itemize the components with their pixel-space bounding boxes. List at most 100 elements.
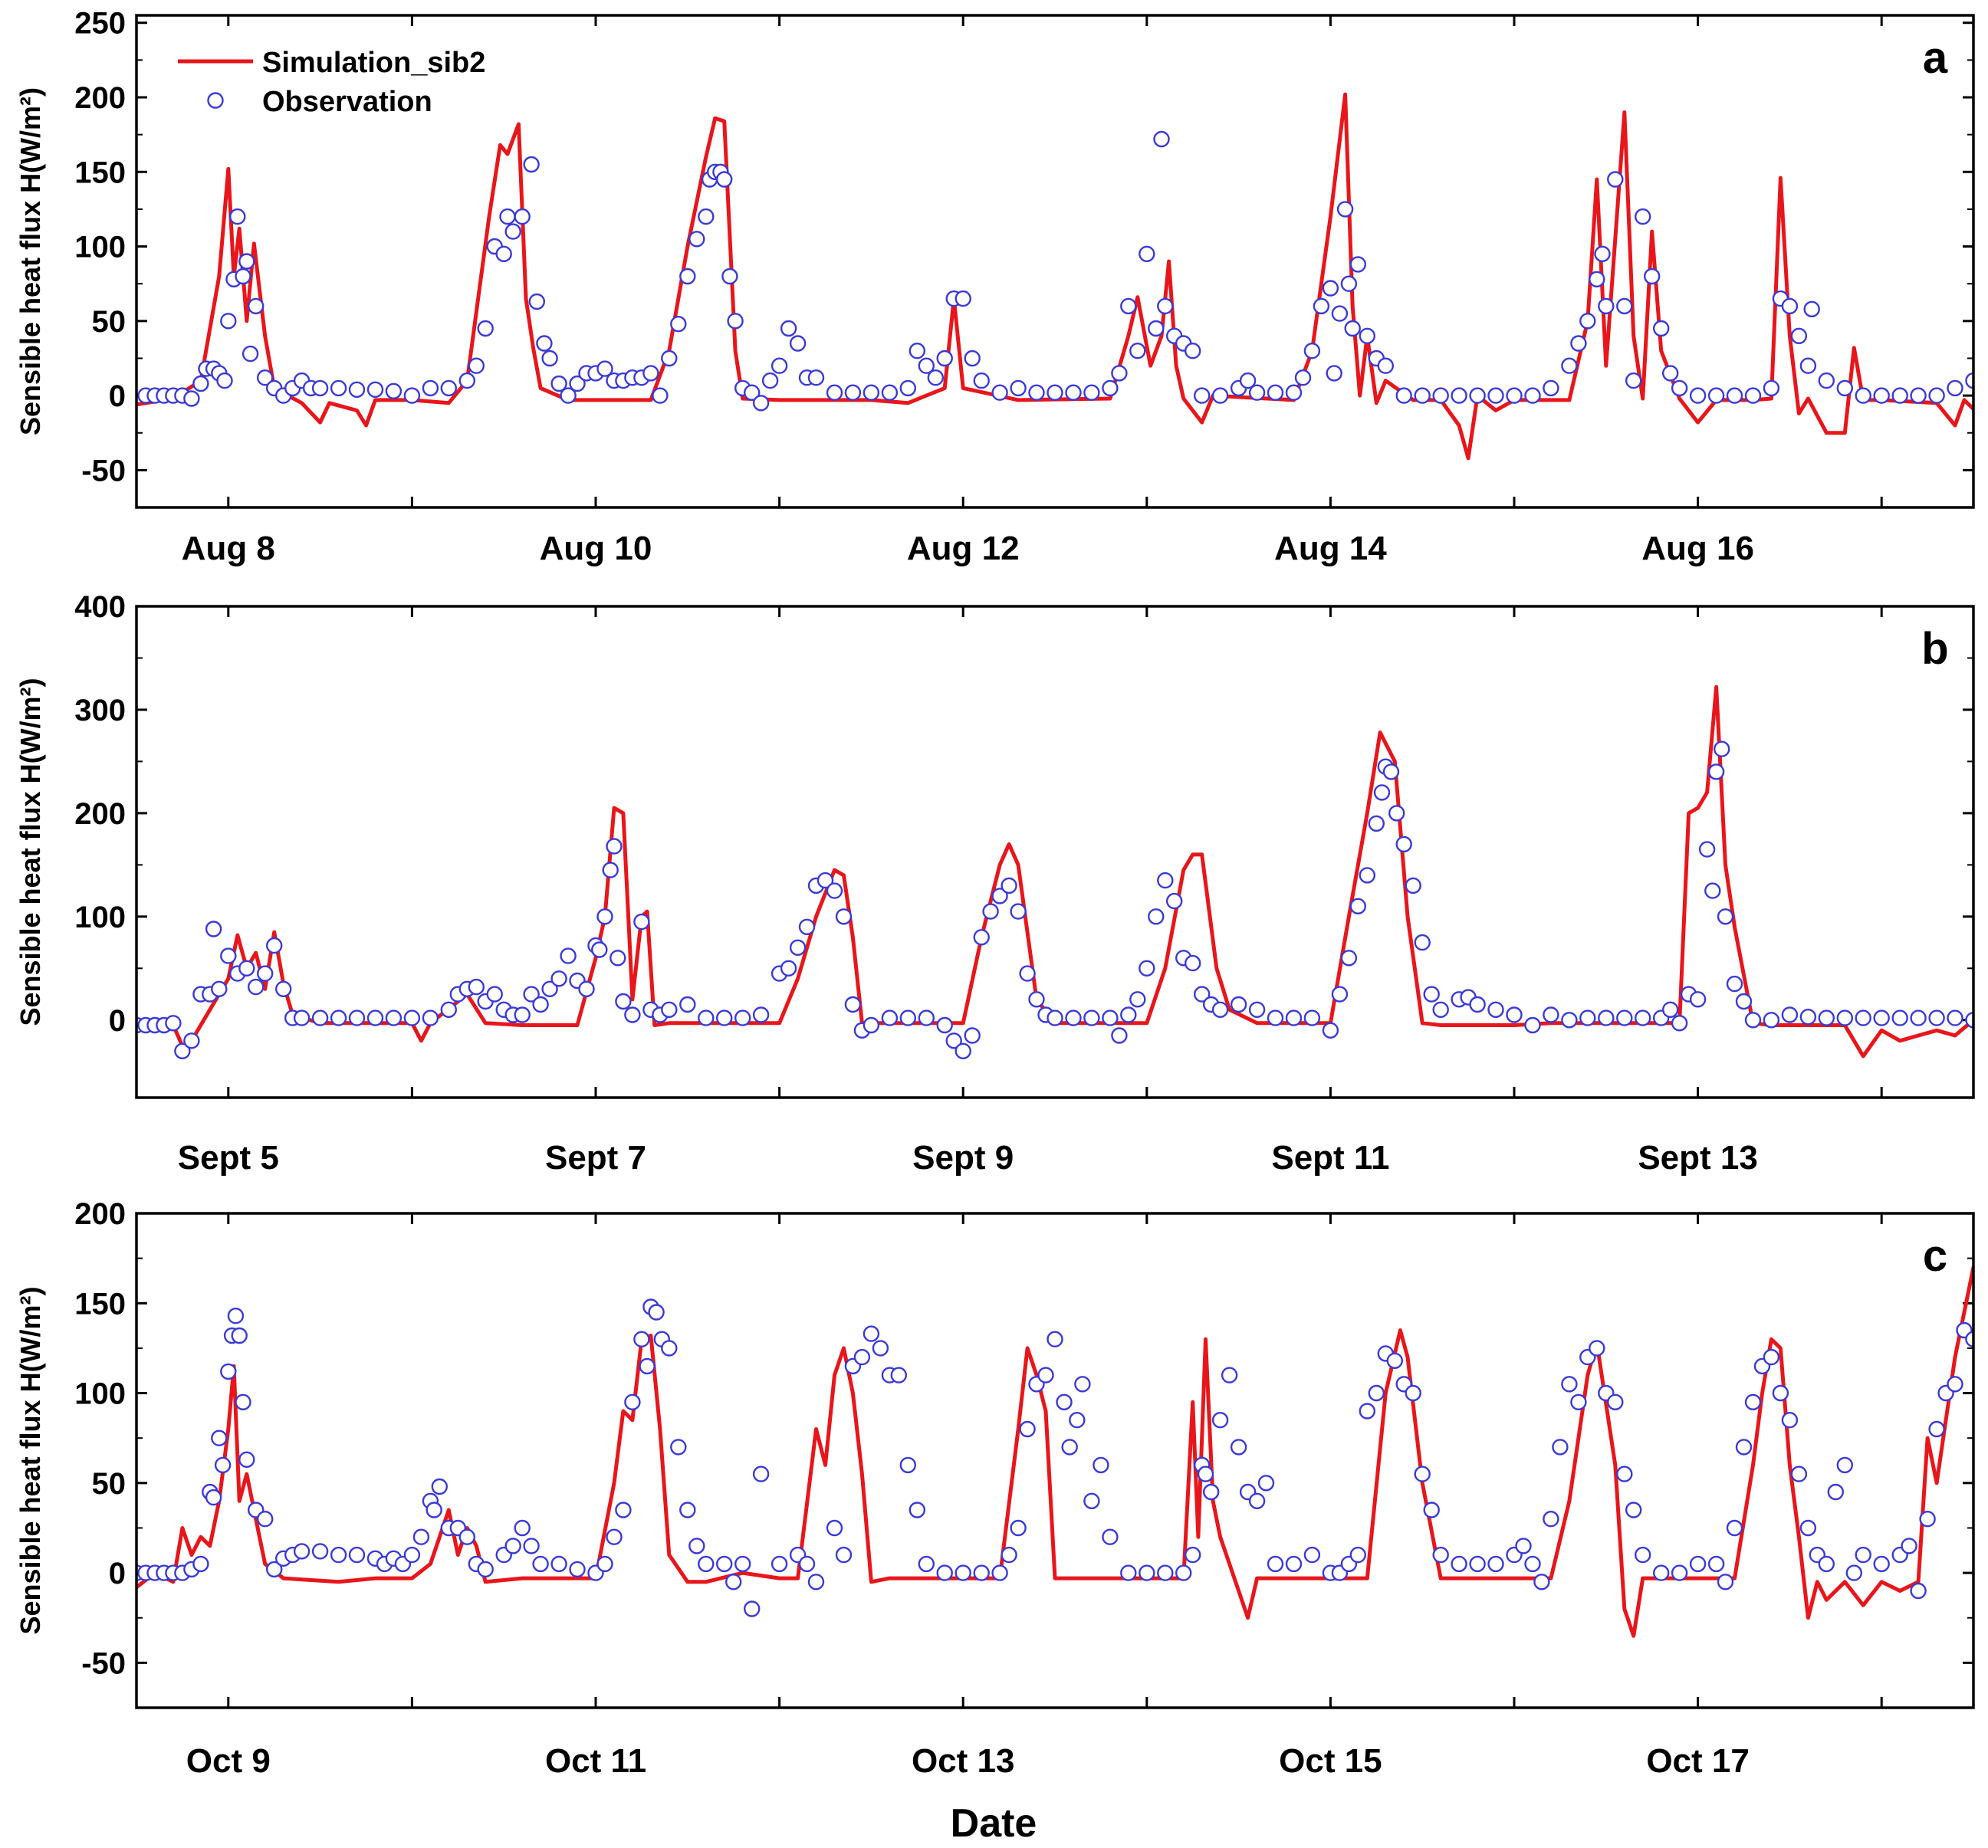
observation-point xyxy=(1524,1016,1541,1034)
observation-point xyxy=(936,1564,953,1581)
observation-point xyxy=(1267,1555,1284,1573)
observation-point xyxy=(1175,1564,1192,1581)
observation-point xyxy=(1965,1012,1973,1029)
observation-point xyxy=(1111,1027,1128,1044)
observation-point xyxy=(385,382,403,399)
observation-point xyxy=(1543,1510,1559,1528)
observation-point xyxy=(1707,763,1725,780)
observation-point xyxy=(499,208,516,225)
observation-point xyxy=(523,156,540,173)
observation-point xyxy=(293,1009,311,1026)
observation-point xyxy=(789,939,807,957)
y-tick-label: 200 xyxy=(74,81,126,115)
observation-point xyxy=(1111,365,1128,382)
observation-point xyxy=(1349,898,1367,915)
observation-point xyxy=(1157,871,1174,889)
observation-point xyxy=(1432,1001,1449,1019)
observation-point xyxy=(752,395,770,412)
legend-observation-swatch xyxy=(207,92,224,109)
panel-frame xyxy=(135,14,1975,509)
observation-point xyxy=(899,1009,917,1026)
observation-point xyxy=(1836,1009,1854,1026)
observation-point xyxy=(1589,271,1605,287)
observation-point xyxy=(661,1001,678,1019)
observation-point xyxy=(1120,1564,1137,1581)
observation-point xyxy=(1891,1009,1908,1026)
observation-point xyxy=(468,978,485,996)
observation-point xyxy=(927,369,945,386)
observation-point xyxy=(1102,379,1119,397)
observation-point xyxy=(235,268,251,285)
panel-label: b xyxy=(1921,624,1948,674)
observation-point xyxy=(789,335,807,352)
observation-point xyxy=(1303,343,1321,359)
y-tick-label: 0 xyxy=(109,1557,126,1590)
observation-point xyxy=(1781,297,1799,315)
observation-point xyxy=(1202,1483,1220,1501)
observation-point xyxy=(698,1009,715,1026)
observation-point xyxy=(1368,815,1385,832)
observation-point xyxy=(716,1009,733,1026)
observation-point xyxy=(1373,784,1391,801)
observation-point xyxy=(541,350,558,367)
observation-point xyxy=(1349,1546,1367,1564)
observation-point xyxy=(624,1393,641,1411)
observation-point xyxy=(1910,387,1927,404)
observation-point xyxy=(615,993,632,1010)
observation-point xyxy=(1395,387,1412,404)
observation-point xyxy=(1197,1466,1214,1482)
observation-point xyxy=(192,1555,209,1573)
observation-point xyxy=(1873,387,1890,404)
observation-point xyxy=(1965,372,1973,389)
observation-point xyxy=(1065,384,1082,401)
observation-point xyxy=(248,297,265,315)
observation-point xyxy=(1855,1009,1871,1026)
observation-point xyxy=(780,320,797,337)
panels: -50 0 50 100 150 200 250 Aug 8 Aug 10 Aug 12 Aug 1… xyxy=(15,7,1975,1780)
observation-point xyxy=(1451,1555,1467,1573)
observation-point xyxy=(220,947,237,964)
observation-point xyxy=(798,918,816,936)
observation-point xyxy=(899,1456,917,1474)
observation-point xyxy=(1340,275,1358,292)
observation-point xyxy=(1414,1466,1431,1482)
observation-point xyxy=(1836,1456,1854,1474)
observation-point xyxy=(293,1543,311,1560)
observation-point xyxy=(1395,835,1412,853)
observation-point xyxy=(560,387,577,404)
observation-point xyxy=(863,1016,880,1034)
y-tick-label: 150 xyxy=(74,156,126,189)
observation-point xyxy=(1855,1546,1871,1564)
observation-point xyxy=(1230,996,1247,1013)
observation-point xyxy=(227,1307,245,1324)
observation-point xyxy=(1469,1555,1486,1573)
observation-point xyxy=(1386,1352,1404,1370)
observation-point xyxy=(761,372,779,389)
observation-point xyxy=(1469,996,1486,1013)
observation-point xyxy=(955,1042,971,1060)
observation-point xyxy=(721,268,738,285)
observation-point xyxy=(1671,1015,1688,1032)
observation-point xyxy=(1689,387,1707,404)
observation-point xyxy=(661,350,678,367)
observation-point xyxy=(348,381,366,398)
observation-point xyxy=(477,320,494,337)
observation-point xyxy=(422,379,439,397)
observation-point xyxy=(1432,1546,1449,1564)
observation-point xyxy=(936,1016,953,1034)
observation-point xyxy=(1313,297,1330,315)
observation-point xyxy=(752,1006,770,1023)
observation-point xyxy=(1120,297,1137,315)
observation-point xyxy=(257,965,274,982)
observation-point xyxy=(1047,384,1063,401)
observation-point xyxy=(780,960,797,977)
observation-point xyxy=(1515,1538,1532,1554)
observation-point xyxy=(639,1357,656,1375)
x-tick-label: Sept 5 xyxy=(178,1139,279,1177)
y-tick-label: 50 xyxy=(92,305,127,339)
observation-point xyxy=(688,1538,705,1554)
x-tick-label: Sept 7 xyxy=(545,1139,646,1177)
observation-point xyxy=(1579,1009,1596,1026)
observation-point xyxy=(1772,1384,1789,1402)
observation-point xyxy=(1818,1009,1835,1026)
